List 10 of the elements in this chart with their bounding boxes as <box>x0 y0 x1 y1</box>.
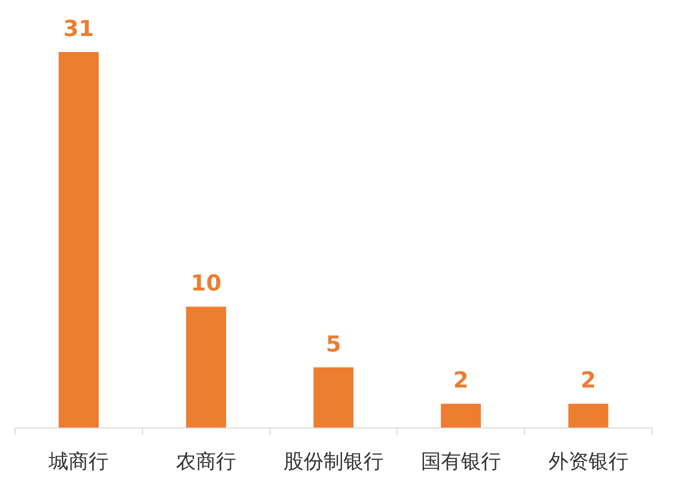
data-label: 2 <box>580 368 596 394</box>
data-label: 5 <box>326 332 342 358</box>
x-tick-label: 外资银行 <box>548 449 628 473</box>
data-label: 10 <box>190 272 222 297</box>
x-tick-label: 股份制银行 <box>284 449 384 473</box>
data-label: 31 <box>63 17 94 42</box>
x-tick-label: 城商行 <box>48 449 109 473</box>
x-tick-label: 国有银行 <box>420 449 501 473</box>
data-label: 2 <box>453 368 469 394</box>
x-tick-label: 农商行 <box>176 449 236 473</box>
